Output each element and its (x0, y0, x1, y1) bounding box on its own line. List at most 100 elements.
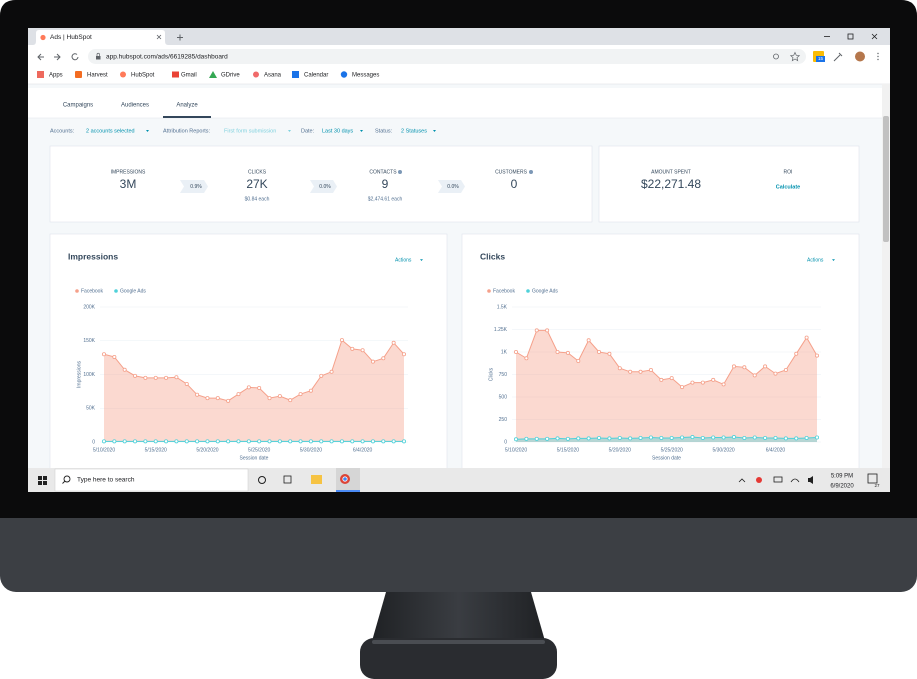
data-point (153, 375, 158, 380)
info-icon[interactable] (529, 170, 533, 174)
bookmark[interactable]: GDrive (221, 73, 240, 79)
window-maximize[interactable] (847, 33, 854, 40)
search-placeholder[interactable]: Type here to search (77, 477, 135, 484)
eyedropper-extension[interactable] (833, 52, 843, 62)
info-icon[interactable] (398, 170, 402, 174)
caret (146, 130, 149, 132)
search-icon-handle (62, 480, 66, 484)
bookmark[interactable]: Apps (49, 73, 63, 79)
wifi-icon[interactable] (790, 478, 800, 483)
x-tick-label: 5/10/2020 (505, 447, 527, 453)
legend-swatch (75, 289, 79, 293)
data-point (143, 375, 148, 380)
bookmark[interactable]: Messages (352, 73, 379, 79)
data-point (205, 396, 210, 401)
url[interactable]: app.hubspot.com/ads/6619285/dashboard (106, 54, 228, 61)
bookmark[interactable]: Asana (264, 73, 282, 79)
actions-menu[interactable]: Actions (807, 257, 824, 263)
search-box[interactable] (54, 468, 249, 492)
data-point (391, 340, 396, 345)
new-tab[interactable] (177, 34, 183, 41)
data-point (401, 439, 406, 444)
data-point (700, 380, 705, 385)
metric-value[interactable]: 9 (382, 177, 389, 191)
back-button[interactable] (37, 53, 44, 61)
data-point (794, 436, 799, 441)
filter-value[interactable]: 2 Statuses (401, 128, 427, 134)
bookmark[interactable]: Harvest (87, 73, 108, 79)
data-point (339, 439, 344, 444)
scrollbar (882, 84, 890, 468)
data-point (514, 349, 519, 354)
data-point (350, 439, 355, 444)
menu-dot[interactable] (877, 58, 879, 61)
data-point (370, 359, 375, 364)
data-point (742, 365, 747, 370)
browser-tab[interactable] (33, 30, 168, 45)
forward-button[interactable] (54, 53, 61, 61)
x-tick-label: 6/4/2020 (353, 447, 373, 453)
data-point (783, 367, 788, 372)
nav-tab-active[interactable]: Analyze (176, 103, 198, 109)
tray-icon[interactable] (756, 477, 762, 483)
data-point (102, 352, 107, 357)
menu-dot[interactable] (877, 55, 879, 58)
reload-button[interactable] (71, 53, 79, 61)
bookmark-star[interactable] (789, 51, 801, 62)
chart-card (49, 233, 448, 468)
series-area (516, 330, 817, 442)
bookmark[interactable]: HubSpot (131, 73, 155, 79)
profile-avatar[interactable] (855, 51, 865, 62)
clock-time[interactable]: 5:09 PM (831, 474, 853, 480)
volume-icon[interactable] (808, 476, 813, 484)
y-axis-title: Clicks (488, 367, 494, 381)
data-point (298, 439, 303, 444)
data-point (122, 367, 127, 372)
notification-count: 27 (874, 483, 880, 488)
start-button[interactable] (38, 476, 47, 485)
data-point (164, 439, 169, 444)
explorer-icon[interactable] (311, 475, 322, 484)
data-point (690, 435, 695, 440)
filter-label: Status: (375, 128, 393, 134)
x-tick-label: 5/20/2020 (196, 447, 218, 453)
menu-dot[interactable] (877, 52, 879, 55)
metric-sub: $0.84 each (245, 196, 270, 202)
notification-icon[interactable] (867, 473, 878, 484)
legend-label: Facebook (81, 288, 103, 294)
page-nav (28, 88, 882, 118)
tray-chevron[interactable] (738, 478, 746, 483)
y-tick-label: 0 (92, 439, 95, 445)
y-tick-label: 250 (499, 417, 508, 423)
data-point (308, 439, 313, 444)
bookmark[interactable]: Calendar (304, 73, 328, 79)
metric-label: CONTACTS (369, 169, 397, 175)
data-point (659, 377, 664, 382)
tab-close[interactable] (156, 34, 162, 40)
filter-value[interactable]: First form submission (224, 128, 276, 134)
window-close[interactable] (871, 33, 878, 40)
zoom-icon[interactable] (773, 53, 779, 60)
spend-card (598, 145, 860, 223)
omnibox[interactable] (88, 49, 806, 64)
data-point (545, 328, 550, 333)
roi-calculate[interactable]: Calculate (776, 184, 800, 190)
scrollbar-thumb[interactable] (883, 116, 889, 242)
filter-value[interactable]: 2 accounts selected (86, 128, 135, 134)
data-point (195, 392, 200, 397)
clock-date[interactable]: 6/9/2020 (830, 484, 854, 490)
bookmark[interactable]: Gmail (181, 73, 197, 79)
battery-icon[interactable] (773, 476, 783, 483)
y-tick-label: 1.5K (497, 304, 508, 310)
cortana-icon[interactable] (258, 476, 266, 484)
data-point (174, 439, 179, 444)
filter-value[interactable]: Last 30 days (322, 128, 353, 134)
y-axis-title: Impressions (76, 361, 82, 388)
task-view-icon[interactable] (283, 475, 292, 484)
data-point (628, 436, 633, 441)
bookmark-icon (172, 71, 179, 78)
actions-menu[interactable]: Actions (395, 257, 412, 263)
nav-tab[interactable]: Audiences (121, 103, 149, 109)
data-point (690, 380, 695, 385)
nav-tab[interactable]: Campaigns (63, 103, 93, 109)
